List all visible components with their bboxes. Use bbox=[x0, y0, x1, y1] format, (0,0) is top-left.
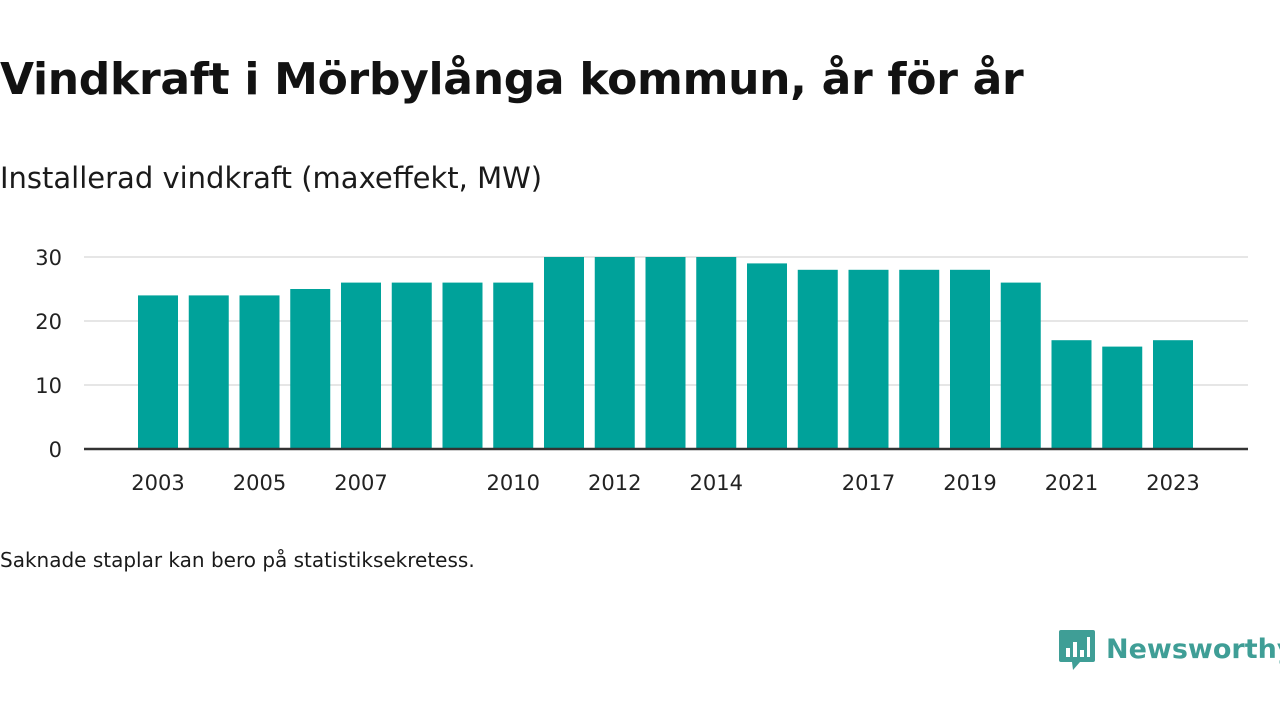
bar bbox=[1000, 282, 1041, 449]
bar bbox=[1102, 346, 1143, 449]
bar bbox=[1051, 340, 1092, 449]
x-tick-label: 2017 bbox=[842, 471, 895, 495]
x-tick-label: 2014 bbox=[690, 471, 743, 495]
bar bbox=[442, 282, 483, 449]
y-tick-label: 10 bbox=[35, 374, 62, 398]
x-tick-label: 2012 bbox=[588, 471, 641, 495]
x-tick-label: 2005 bbox=[233, 471, 286, 495]
x-tick-label: 2010 bbox=[487, 471, 540, 495]
bar bbox=[848, 269, 889, 449]
y-tick-label: 30 bbox=[35, 246, 62, 270]
bar bbox=[544, 257, 584, 449]
bar bbox=[594, 257, 635, 449]
bar-chart: 0 10 20 30 2003 2005 2007 2010 2012 2014 2017 2019 2… bbox=[35, 246, 1248, 495]
bar bbox=[290, 289, 331, 449]
newsworthy-logo-icon bbox=[1059, 630, 1095, 670]
x-tick-label: 2019 bbox=[943, 471, 996, 495]
footnote: Saknade staplar kan bero på statistiksek… bbox=[0, 548, 475, 572]
x-tick-label: 2021 bbox=[1045, 471, 1098, 495]
bar bbox=[341, 282, 381, 449]
bar bbox=[747, 263, 787, 449]
bar bbox=[138, 295, 178, 449]
bar bbox=[493, 282, 534, 449]
y-tick-label: 0 bbox=[49, 438, 62, 462]
x-tick-label: 2003 bbox=[131, 471, 184, 495]
brand-logo: Newsworthy bbox=[1058, 628, 1280, 672]
bar bbox=[950, 269, 990, 449]
bar bbox=[797, 269, 838, 449]
bar bbox=[239, 295, 280, 449]
bar bbox=[391, 282, 432, 449]
bar bbox=[696, 257, 737, 449]
bar bbox=[1153, 340, 1193, 449]
x-tick-label: 2023 bbox=[1146, 471, 1199, 495]
y-tick-label: 20 bbox=[35, 310, 62, 334]
bar bbox=[645, 257, 686, 449]
chart-subtitle: Installerad vindkraft (maxeffekt, MW) bbox=[0, 161, 543, 195]
bar bbox=[188, 295, 229, 449]
bar bbox=[899, 269, 940, 449]
chart-title: Vindkraft i Mörbylånga kommun, år för år bbox=[0, 54, 1024, 105]
x-tick-label: 2007 bbox=[334, 471, 387, 495]
brand-name: Newsworthy bbox=[1106, 634, 1280, 665]
